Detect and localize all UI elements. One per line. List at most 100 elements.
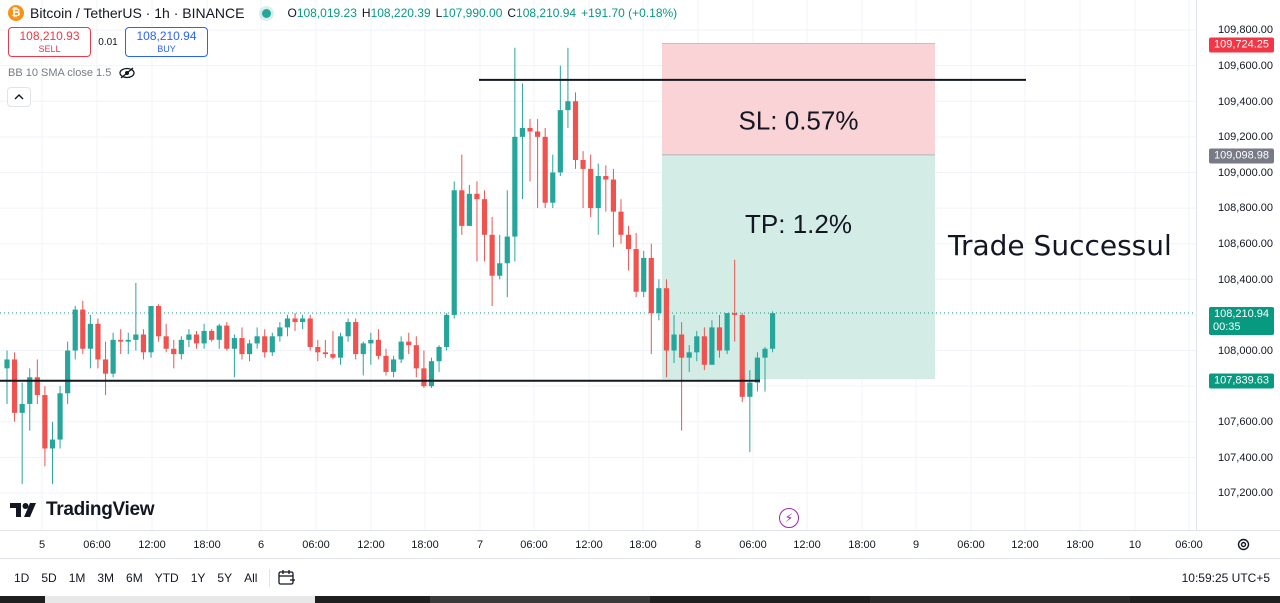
calendar-icon[interactable] bbox=[278, 570, 296, 586]
time-tick: 06:00 bbox=[957, 539, 985, 551]
chart-pane[interactable]: SL: 0.57% TP: 1.2% bbox=[0, 0, 1196, 530]
tradingview-logo[interactable]: TradingView bbox=[10, 499, 155, 521]
range-1m-button[interactable]: 1M bbox=[68, 571, 86, 585]
gear-icon[interactable] bbox=[1236, 537, 1251, 552]
take-profit-zone[interactable] bbox=[662, 154, 935, 380]
symbol-name[interactable]: Bitcoin / TetherUS · 1h · BINANCE bbox=[30, 5, 245, 21]
taskbar-segment bbox=[870, 596, 1130, 603]
timezone-clock[interactable]: 10:59:25 UTC+5 bbox=[1181, 571, 1270, 585]
candle-body bbox=[353, 322, 359, 355]
candle-body bbox=[216, 325, 222, 340]
time-tick: 06:00 bbox=[520, 539, 548, 551]
candles bbox=[4, 47, 776, 485]
trade-annotation-text[interactable]: Trade Successul bbox=[948, 229, 1172, 262]
time-tick: 7 bbox=[476, 539, 484, 551]
candle-body bbox=[428, 361, 435, 387]
time-tick: 8 bbox=[694, 539, 702, 551]
range-all-button[interactable]: All bbox=[244, 571, 258, 585]
entry-price-tag: 109,098.98 bbox=[1209, 148, 1274, 164]
price-tick: 107,200.00 bbox=[1217, 487, 1273, 499]
candle-body bbox=[444, 314, 450, 347]
candle-body bbox=[345, 322, 351, 337]
candle-body bbox=[118, 339, 124, 342]
candle-body bbox=[421, 368, 427, 387]
bottom-toolbar: 1D 5D 1M 3M 6M YTD 1Y 5Y All 10:59:25 UT… bbox=[0, 558, 1280, 596]
range-ytd-button[interactable]: YTD bbox=[154, 571, 179, 585]
candle-body bbox=[535, 131, 541, 137]
bitcoin-icon: ₿ bbox=[8, 5, 24, 21]
candle-body bbox=[284, 318, 291, 328]
buy-button[interactable]: 108,210.94 BUY bbox=[125, 27, 208, 57]
stop-loss-zone[interactable] bbox=[662, 43, 935, 155]
target-price-tag: 107,839.63 bbox=[1209, 373, 1274, 389]
candle-body bbox=[656, 288, 662, 314]
low-value: 107,990.00 bbox=[442, 6, 503, 20]
candle-body bbox=[769, 313, 776, 349]
taskbar-strip bbox=[0, 596, 1280, 603]
candle-body bbox=[686, 352, 692, 358]
candle-body bbox=[398, 341, 404, 360]
candle-body bbox=[671, 334, 677, 351]
time-tick: 9 bbox=[912, 539, 920, 551]
range-6m-button[interactable]: 6M bbox=[126, 571, 143, 585]
range-5y-button[interactable]: 5Y bbox=[217, 571, 233, 585]
candle-body bbox=[231, 338, 237, 349]
candle-body bbox=[663, 288, 670, 351]
candle-body bbox=[80, 309, 86, 349]
candle-body bbox=[34, 377, 40, 396]
open-value: 108,019.23 bbox=[296, 6, 357, 20]
price-tick: 107,400.00 bbox=[1217, 452, 1273, 464]
candle-body bbox=[337, 336, 344, 358]
price-axis[interactable]: 109,800.00 109,600.00 109,400.00 109,200… bbox=[1196, 0, 1280, 530]
time-tick: 12:00 bbox=[1011, 539, 1039, 551]
range-1y-button[interactable]: 1Y bbox=[190, 571, 206, 585]
candle-body bbox=[95, 323, 101, 360]
time-tick: 5 bbox=[38, 539, 46, 551]
candle-body bbox=[519, 127, 526, 137]
tradingview-logo-icon bbox=[10, 503, 36, 517]
candle-body bbox=[762, 348, 768, 358]
candle-body bbox=[322, 352, 328, 355]
time-tick: 18:00 bbox=[1066, 539, 1094, 551]
time-axis[interactable]: 5 06:00 12:00 18:00 6 06:00 12:00 18:00 … bbox=[0, 530, 1280, 558]
eye-slash-icon[interactable] bbox=[119, 67, 135, 79]
candle-body bbox=[701, 336, 707, 365]
candle-body bbox=[19, 403, 25, 413]
stop-price-tag: 109,724.25 bbox=[1209, 37, 1274, 53]
sell-button[interactable]: 108,210.93 SELL bbox=[8, 27, 91, 57]
candle-body bbox=[49, 439, 56, 449]
price-tick: 108,600.00 bbox=[1217, 238, 1273, 250]
range-1d-button[interactable]: 1D bbox=[14, 571, 30, 585]
indicator-label[interactable]: BB 10 SMA close 1.5 bbox=[8, 67, 112, 79]
collapse-legend-button[interactable] bbox=[7, 87, 31, 107]
range-3m-button[interactable]: 3M bbox=[97, 571, 115, 585]
candle-body bbox=[110, 339, 116, 374]
candle-body bbox=[550, 172, 556, 203]
candlestick-chart[interactable]: SL: 0.57% TP: 1.2% bbox=[0, 0, 1196, 530]
candle-body bbox=[163, 336, 169, 349]
time-tick: 12:00 bbox=[575, 539, 603, 551]
candle-body bbox=[610, 179, 616, 212]
candle-body bbox=[178, 339, 184, 355]
candle-body bbox=[375, 339, 382, 356]
lightning-icon[interactable]: ⚡ bbox=[779, 508, 799, 528]
taskbar-segment bbox=[430, 596, 650, 603]
candle-body bbox=[315, 346, 321, 353]
indicator-legend[interactable]: BB 10 SMA close 1.5 bbox=[8, 67, 135, 79]
candle-body bbox=[368, 339, 374, 344]
candle-body bbox=[300, 318, 306, 323]
price-tick: 109,400.00 bbox=[1217, 96, 1273, 108]
time-tick: 10 bbox=[1128, 539, 1142, 551]
time-tick: 18:00 bbox=[193, 539, 221, 551]
time-tick: 18:00 bbox=[411, 539, 439, 551]
candle-body bbox=[451, 190, 457, 315]
candle-body bbox=[254, 336, 260, 344]
range-5d-button[interactable]: 5D bbox=[41, 571, 57, 585]
symbol-header: ₿ Bitcoin / TetherUS · 1h · BINANCE O108… bbox=[8, 4, 677, 22]
bar-countdown: 00:35 bbox=[1213, 321, 1241, 333]
candle-body bbox=[140, 334, 147, 353]
candle-body bbox=[262, 336, 268, 353]
market-status-icon[interactable] bbox=[262, 8, 272, 18]
price-tick: 107,600.00 bbox=[1217, 416, 1273, 428]
date-range-selector: 1D 5D 1M 3M 6M YTD 1Y 5Y All bbox=[0, 559, 296, 597]
